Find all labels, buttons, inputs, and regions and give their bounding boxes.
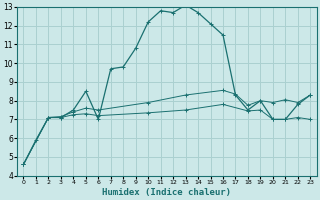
- X-axis label: Humidex (Indice chaleur): Humidex (Indice chaleur): [102, 188, 231, 197]
